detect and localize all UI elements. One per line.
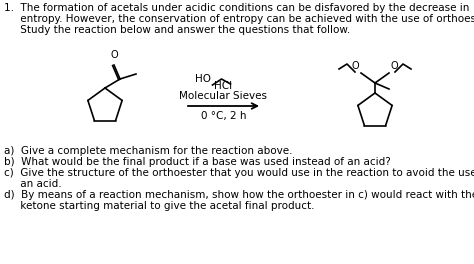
Text: ketone starting material to give the acetal final product.: ketone starting material to give the ace… (4, 201, 315, 211)
Text: 0 °C, 2 h: 0 °C, 2 h (201, 111, 246, 121)
Text: O: O (351, 61, 359, 71)
Text: HO: HO (195, 74, 211, 84)
Text: b)  What would be the final product if a base was used instead of an acid?: b) What would be the final product if a … (4, 157, 391, 167)
Text: Study the reaction below and answer the questions that follow.: Study the reaction below and answer the … (4, 25, 350, 35)
Text: HCl: HCl (214, 81, 233, 91)
Text: d)  By means of a reaction mechanism, show how the orthoester in c) would react : d) By means of a reaction mechanism, sho… (4, 190, 474, 200)
Text: 1.  The formation of acetals under acidic conditions can be disfavored by the de: 1. The formation of acetals under acidic… (4, 3, 469, 13)
Text: Molecular Sieves: Molecular Sieves (180, 91, 267, 101)
Text: O: O (391, 61, 399, 71)
Text: a)  Give a complete mechanism for the reaction above.: a) Give a complete mechanism for the rea… (4, 146, 292, 156)
Text: an acid.: an acid. (4, 179, 62, 189)
Text: entropy. However, the conservation of entropy can be achieved with the use of or: entropy. However, the conservation of en… (4, 14, 474, 24)
Text: O: O (110, 50, 118, 60)
Text: c)  Give the structure of the orthoester that you would use in the reaction to a: c) Give the structure of the orthoester … (4, 168, 474, 178)
